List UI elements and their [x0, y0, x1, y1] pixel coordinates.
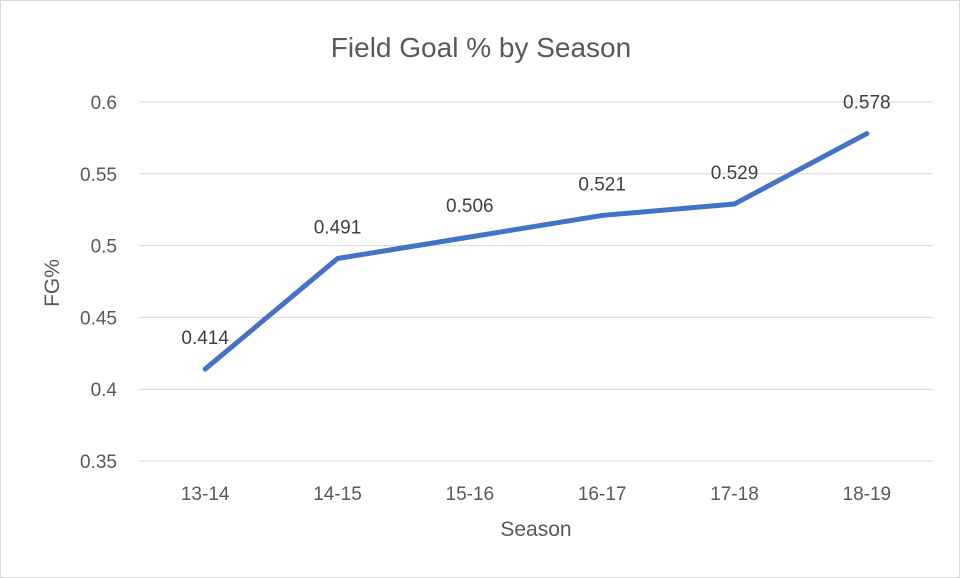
x-tick-label: 16-17 — [578, 484, 627, 505]
data-labels: 0.414 0.491 0.506 0.521 0.529 0.578 — [181, 93, 890, 350]
x-tick-label: 18-19 — [843, 484, 892, 505]
gridlines — [139, 101, 933, 462]
data-label: 0.491 — [314, 218, 362, 239]
data-label: 0.529 — [711, 163, 759, 184]
y-tick-label: 0.5 — [91, 237, 117, 258]
x-axis-label: Season — [500, 518, 571, 541]
y-tick-label: 0.6 — [91, 93, 117, 114]
x-tick-label: 17-18 — [710, 484, 759, 505]
data-label: 0.414 — [181, 328, 229, 349]
y-tick-label: 0.4 — [91, 380, 118, 401]
x-tick-label: 13-14 — [181, 484, 230, 505]
y-tick-label: 0.55 — [80, 165, 117, 186]
data-label: 0.578 — [843, 93, 891, 114]
y-axis-label: FG% — [41, 259, 64, 307]
x-axis-ticks: 13-14 14-15 15-16 16-17 17-18 18-19 — [181, 484, 891, 505]
y-tick-label: 0.45 — [80, 308, 117, 329]
y-axis-ticks: 0.35 0.4 0.45 0.5 0.55 0.6 — [80, 93, 117, 473]
x-tick-label: 14-15 — [313, 484, 362, 505]
series — [202, 131, 870, 372]
series-line — [202, 131, 870, 372]
data-label: 0.521 — [578, 174, 626, 195]
x-tick-label: 15-16 — [446, 484, 495, 505]
data-label: 0.506 — [446, 196, 494, 217]
chart-title: Field Goal % by Season — [331, 32, 631, 63]
y-tick-label: 0.35 — [80, 452, 117, 473]
